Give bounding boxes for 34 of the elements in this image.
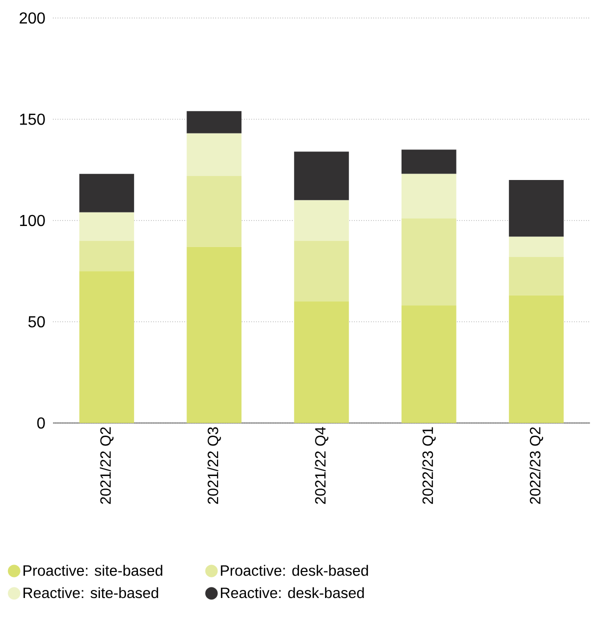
y-tick-label: 50	[28, 316, 45, 328]
x-tick-label: 2022/23 Q1	[422, 427, 436, 504]
bar	[79, 240, 134, 272]
bar	[79, 174, 134, 212]
bar	[402, 218, 456, 306]
bar	[508, 180, 564, 237]
legend-label: Reactive: desk-based	[220, 587, 364, 598]
y-tick-label: 200	[20, 12, 45, 24]
bar	[402, 174, 456, 218]
bar	[402, 306, 456, 423]
bar	[402, 150, 456, 174]
bar	[508, 295, 564, 423]
y-tick-label: 100	[20, 214, 45, 226]
bar	[508, 236, 564, 257]
bar	[508, 256, 564, 296]
x-tick-label: 2022/23 Q2	[529, 427, 544, 504]
bar	[294, 152, 349, 200]
bar	[186, 176, 242, 247]
bar	[79, 212, 134, 241]
bar	[294, 200, 349, 241]
bar	[294, 240, 349, 302]
bar	[294, 301, 349, 423]
bar	[186, 246, 242, 423]
x-tick-label: 2021/22 Q2	[100, 427, 114, 504]
legend-label: Proactive: desk-based	[220, 564, 368, 576]
x-tick-label: 2021/22 Q3	[207, 427, 221, 504]
bar	[186, 111, 242, 134]
y-tick-label: 150	[20, 114, 45, 125]
bar	[79, 271, 134, 423]
x-tick-label: 2021/22 Q4	[314, 426, 328, 504]
legend-label: Proactive: site-based	[24, 564, 162, 576]
y-tick-label: 0	[37, 417, 45, 429]
bar	[186, 133, 242, 176]
legend-label: Reactive: site-based	[24, 587, 158, 598]
